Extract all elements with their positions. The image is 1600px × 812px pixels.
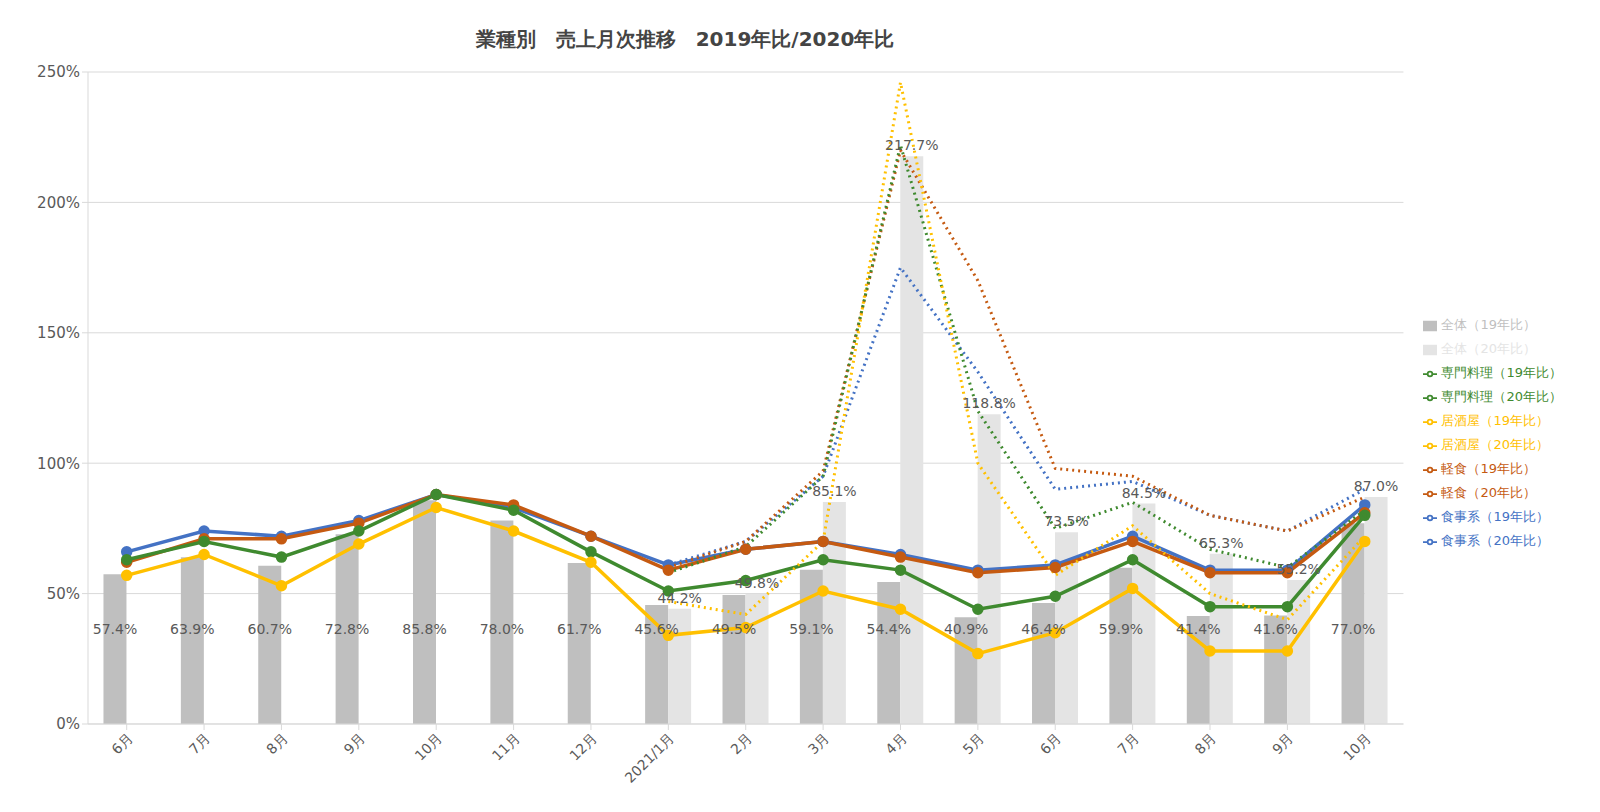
svg-text:4月: 4月 (882, 730, 910, 758)
svg-text:5月: 5月 (959, 730, 987, 758)
html-text:全体（19年比）: 全体（19年比） (1441, 317, 1536, 332)
html-text:居酒屋（20年比）: 居酒屋（20年比） (1441, 437, 1549, 452)
svg-text:45.6%: 45.6% (634, 621, 678, 637)
svg-text:63.9%: 63.9% (170, 621, 214, 637)
svg-text:250%: 250% (37, 63, 80, 81)
svg-text:3月: 3月 (805, 730, 833, 758)
svg-text:78.0%: 78.0% (480, 621, 524, 637)
svg-text:41.4%: 41.4% (1176, 621, 1220, 637)
svg-text:84.5%: 84.5% (1122, 485, 1166, 501)
html-text:専門料理（19年比）: 専門料理（19年比） (1441, 365, 1562, 380)
svg-text:9月: 9月 (1269, 730, 1297, 758)
svg-text:85.8%: 85.8% (402, 621, 446, 637)
svg-text:65.3%: 65.3% (1199, 535, 1243, 551)
svg-text:10月: 10月 (412, 730, 446, 764)
svg-text:44.2%: 44.2% (657, 590, 701, 606)
svg-text:7月: 7月 (1114, 730, 1142, 758)
svg-text:59.9%: 59.9% (1099, 621, 1143, 637)
html-text:軽食（20年比）: 軽食（20年比） (1441, 485, 1536, 500)
svg-text:40.9%: 40.9% (944, 621, 988, 637)
svg-text:87.0%: 87.0% (1354, 478, 1398, 494)
svg-text:57.4%: 57.4% (93, 621, 137, 637)
svg-text:41.6%: 41.6% (1253, 621, 1297, 637)
svg-text:118.8%: 118.8% (962, 395, 1015, 411)
svg-text:10月: 10月 (1340, 730, 1374, 764)
svg-text:6月: 6月 (1037, 730, 1065, 758)
html-text:食事系（19年比）: 食事系（19年比） (1441, 509, 1549, 524)
html-text:業種別 売上月次推移 2019年比/2020年比: 業種別 売上月次推移 2019年比/2020年比 (475, 27, 895, 51)
svg-text:49.5%: 49.5% (712, 621, 756, 637)
svg-text:46.4%: 46.4% (1021, 621, 1065, 637)
html-text:食事系（20年比）: 食事系（20年比） (1441, 533, 1549, 548)
svg-text:12月: 12月 (566, 730, 600, 764)
svg-text:217.7%: 217.7% (885, 137, 938, 153)
svg-text:150%: 150% (37, 324, 80, 342)
svg-text:50%: 50% (47, 585, 80, 603)
svg-text:8月: 8月 (1192, 730, 1220, 758)
html-text:専門料理（20年比）: 専門料理（20年比） (1441, 389, 1562, 404)
svg-text:59.1%: 59.1% (789, 621, 833, 637)
svg-text:6月: 6月 (108, 730, 136, 758)
html-text:居酒屋（19年比）: 居酒屋（19年比） (1441, 413, 1549, 428)
svg-text:49.8%: 49.8% (735, 575, 779, 591)
svg-text:100%: 100% (37, 455, 80, 473)
html-text:軽食（19年比）: 軽食（19年比） (1441, 461, 1536, 476)
svg-text:2月: 2月 (727, 730, 755, 758)
svg-text:2021/1月: 2021/1月 (621, 730, 677, 786)
svg-text:200%: 200% (37, 194, 80, 212)
svg-text:7月: 7月 (186, 730, 214, 758)
svg-text:73.5%: 73.5% (1044, 513, 1088, 529)
svg-text:0%: 0% (56, 715, 80, 733)
svg-text:85.1%: 85.1% (812, 483, 856, 499)
svg-text:61.7%: 61.7% (557, 621, 601, 637)
svg-text:77.0%: 77.0% (1331, 621, 1375, 637)
svg-text:11月: 11月 (489, 730, 523, 764)
svg-text:8月: 8月 (263, 730, 291, 758)
svg-text:60.7%: 60.7% (247, 621, 291, 637)
html-text:全体（20年比）: 全体（20年比） (1441, 341, 1536, 356)
svg-text:54.4%: 54.4% (867, 621, 911, 637)
svg-text:9月: 9月 (340, 730, 368, 758)
svg-text:55.2%: 55.2% (1276, 561, 1320, 577)
svg-text:72.8%: 72.8% (325, 621, 369, 637)
